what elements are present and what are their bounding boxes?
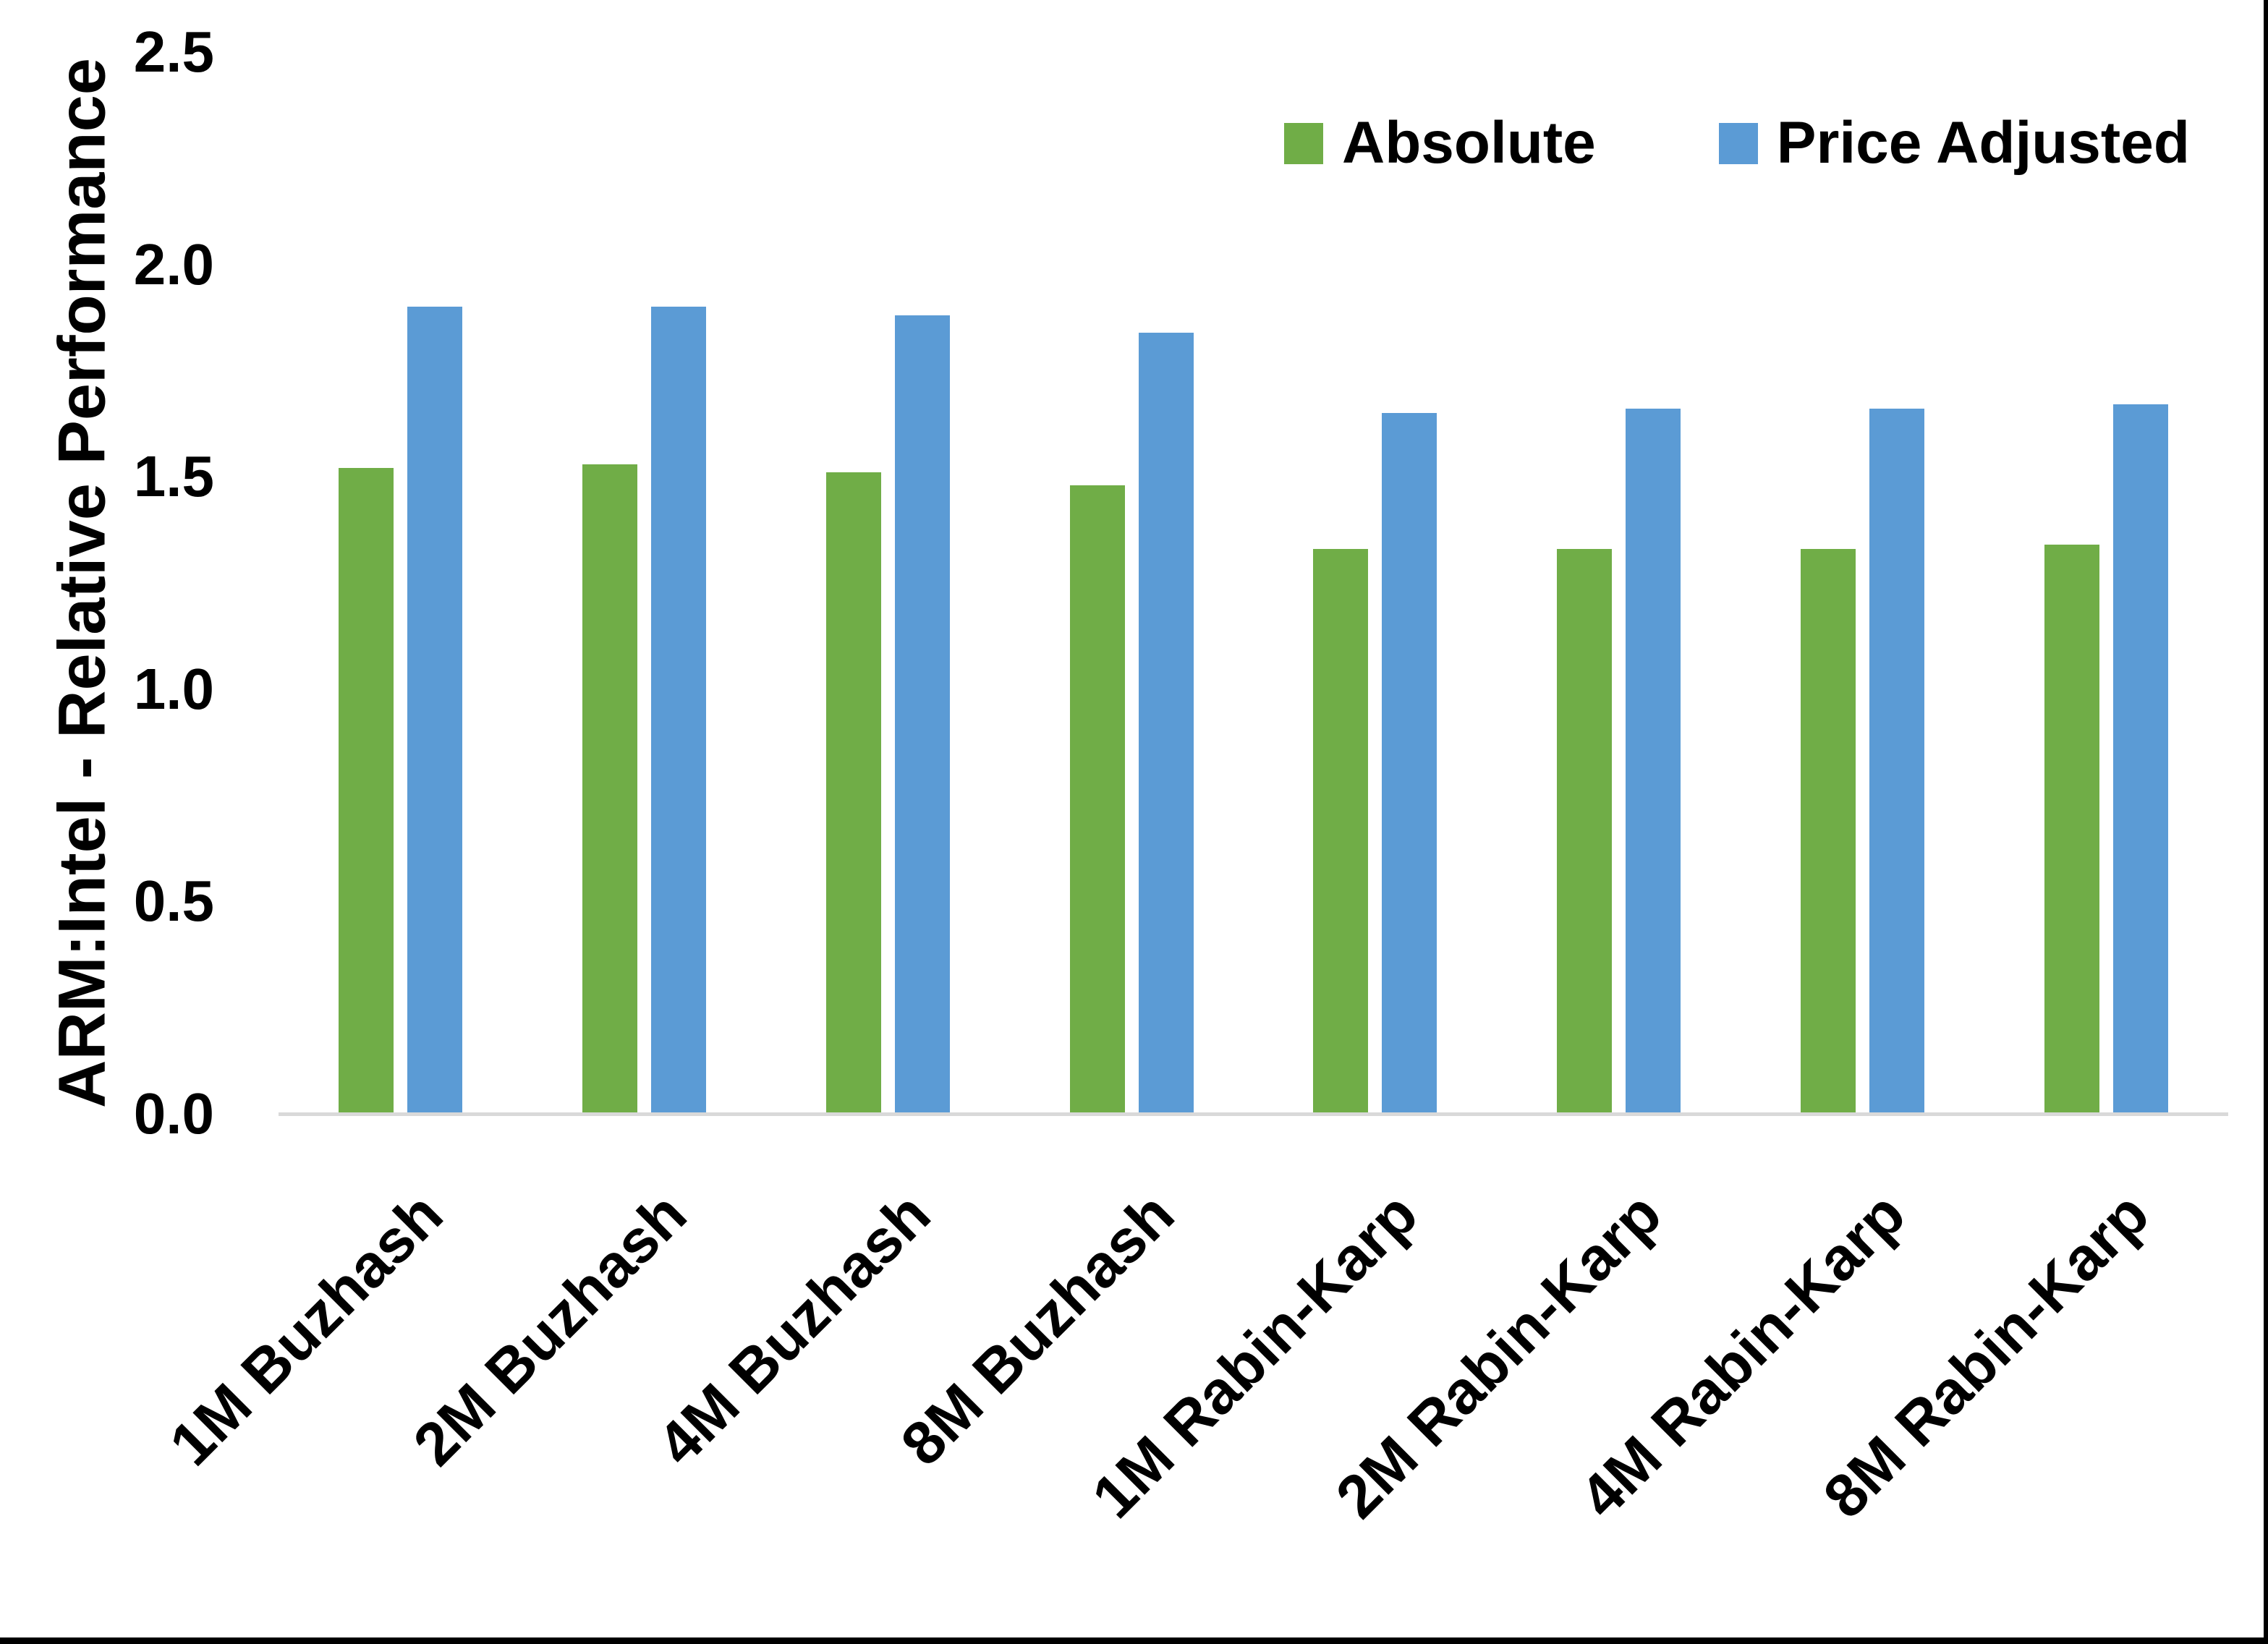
bar-price-adjusted-8m-rabin-karp [2113,404,2169,1114]
y-axis-tick-label-0.5: 0.5 [133,869,214,934]
bar-price-adjusted-4m-rabin-karp [1869,409,1925,1114]
bar-absolute-4m-buzhash [825,472,881,1114]
bar-price-adjusted-2m-rabin-karp [1626,409,1681,1114]
bar-absolute-1m-buzhash [338,468,394,1114]
legend-item-price-adjusted: Price Adjusted [1718,110,2190,176]
y-axis-tick-label-1.5: 1.5 [133,444,214,509]
bar-absolute-2m-rabin-karp [1557,549,1613,1114]
y-axis-tick-label-2.5: 2.5 [133,20,214,84]
bar-absolute-1m-rabin-karp [1313,549,1369,1114]
screenshot-bottom-border [0,1637,2268,1644]
legend-label-price-adjusted: Price Adjusted [1776,110,2190,176]
bar-price-adjusted-4m-buzhash [894,315,950,1114]
bar-price-adjusted-1m-rabin-karp [1382,413,1437,1114]
y-axis-title: ARM:Intel - Relative Performance [45,58,119,1108]
bar-price-adjusted-8m-buzhash [1138,332,1194,1114]
bar-absolute-4m-rabin-karp [1801,549,1856,1114]
bar-absolute-2m-buzhash [582,464,637,1114]
y-axis-tick-label-0.0: 0.0 [133,1081,214,1146]
y-axis-tick-label-2.0: 2.0 [133,231,214,297]
plot-area [279,52,2228,1114]
legend-item-absolute: Absolute [1284,110,1596,176]
legend-label-absolute: Absolute [1342,110,1596,176]
y-axis-tick-label-1.0: 1.0 [133,656,214,721]
bar-price-adjusted-1m-buzhash [407,307,462,1114]
legend: Absolute Price Adjusted [1284,110,2190,176]
x-axis-line [279,1112,2228,1116]
legend-swatch-absolute [1284,122,1323,164]
screenshot-right-border [2264,0,2268,1644]
bar-absolute-8m-buzhash [1069,485,1125,1114]
legend-swatch-price-adjusted [1718,122,1758,164]
bar-absolute-8m-rabin-karp [2044,545,2100,1114]
bar-price-adjusted-2m-buzhash [650,307,706,1114]
